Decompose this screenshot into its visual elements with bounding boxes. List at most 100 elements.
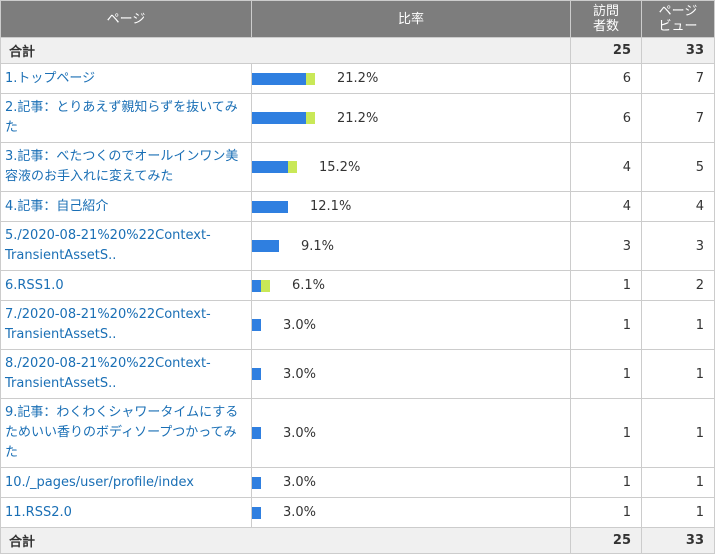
ratio-cell: 3.0% bbox=[251, 300, 571, 350]
total-views: 33 bbox=[641, 37, 715, 64]
total-row-top: 合計 25 33 bbox=[0, 37, 715, 64]
table-row: 8./2020-08-21%20%22Context-TransientAsse… bbox=[0, 349, 715, 399]
ratio-bar-views bbox=[288, 161, 297, 173]
page-cell: 9.記事：わくわくシャワータイムにするためいい香りのボディソープつかってみた bbox=[0, 398, 252, 468]
ratio-percent: 15.2% bbox=[319, 159, 361, 175]
header-ratio-label: 比率 bbox=[397, 11, 424, 27]
ratio-cell: 3.0% bbox=[251, 497, 571, 528]
views-cell: 7 bbox=[641, 63, 715, 94]
page-link[interactable]: 7./2020-08-21%20%22Context-TransientAsse… bbox=[5, 307, 211, 342]
visits-cell: 4 bbox=[570, 142, 642, 192]
page-cell: 4.記事：自己紹介 bbox=[0, 191, 252, 222]
visits-cell: 4 bbox=[570, 191, 642, 222]
total-label: 合計 bbox=[0, 527, 571, 554]
ratio-bar bbox=[252, 240, 279, 252]
views-cell: 1 bbox=[641, 497, 715, 528]
total-label: 合計 bbox=[0, 37, 571, 64]
ratio-bar bbox=[252, 112, 315, 124]
page-link[interactable]: 4.記事：自己紹介 bbox=[5, 198, 109, 214]
page-link[interactable]: 8./2020-08-21%20%22Context-TransientAsse… bbox=[5, 356, 211, 391]
ratio-percent: 3.0% bbox=[283, 317, 317, 333]
visits-cell: 1 bbox=[570, 349, 642, 399]
page-cell: 11.RSS2.0 bbox=[0, 497, 252, 528]
ratio-bar-visits bbox=[252, 476, 261, 489]
ratio-bar bbox=[252, 72, 315, 85]
ratio-bar bbox=[252, 427, 261, 439]
ratio-bar-visits bbox=[252, 72, 306, 85]
page-link[interactable]: 10./_pages/user/profile/index bbox=[5, 474, 194, 490]
page-cell: 8./2020-08-21%20%22Context-TransientAsse… bbox=[0, 349, 252, 399]
views-cell: 3 bbox=[641, 221, 715, 271]
visits-cell: 6 bbox=[570, 93, 642, 143]
page-link[interactable]: 11.RSS2.0 bbox=[5, 504, 72, 520]
ratio-percent: 6.1% bbox=[292, 278, 326, 293]
views-cell: 1 bbox=[641, 467, 715, 498]
header-visits[interactable]: 訪問 者数 bbox=[570, 0, 642, 38]
visits-cell: 6 bbox=[570, 63, 642, 94]
visits-cell: 1 bbox=[570, 398, 642, 468]
ratio-cell: 6.1% bbox=[251, 270, 571, 301]
visits-cell: 1 bbox=[570, 270, 642, 301]
ratio-percent: 3.0% bbox=[283, 366, 317, 382]
page-link[interactable]: 1.トップページ bbox=[5, 70, 96, 86]
page-cell: 10./_pages/user/profile/index bbox=[0, 467, 252, 498]
visits-cell: 1 bbox=[570, 497, 642, 528]
total-visits: 25 bbox=[570, 37, 642, 64]
ratio-cell: 3.0% bbox=[251, 349, 571, 399]
ratio-percent: 3.0% bbox=[283, 505, 317, 520]
page-cell: 6.RSS1.0 bbox=[0, 270, 252, 301]
views-cell: 7 bbox=[641, 93, 715, 143]
page-cell: 1.トップページ bbox=[0, 63, 252, 94]
page-link[interactable]: 3.記事：べたつくのでオールインワン美容液のお手入れに変えてみた bbox=[5, 149, 239, 184]
page-cell: 5./2020-08-21%20%22Context-TransientAsse… bbox=[0, 221, 252, 271]
header-page[interactable]: ページ bbox=[0, 0, 252, 38]
ratio-bar-visits bbox=[252, 368, 261, 380]
header-page-label: ページ bbox=[106, 11, 146, 27]
ratio-bar-visits bbox=[252, 427, 261, 439]
header-ratio[interactable]: 比率 bbox=[251, 0, 571, 38]
header-views-label-2: ビュー bbox=[658, 19, 698, 34]
ratio-bar bbox=[252, 476, 261, 489]
views-cell: 1 bbox=[641, 398, 715, 468]
page-link[interactable]: 9.記事：わくわくシャワータイムにするためいい香りのボディソープつかってみた bbox=[5, 405, 239, 460]
ratio-bar bbox=[252, 161, 297, 173]
ratio-percent: 9.1% bbox=[301, 238, 335, 254]
ratio-bar-views bbox=[306, 72, 315, 85]
page-cell: 3.記事：べたつくのでオールインワン美容液のお手入れに変えてみた bbox=[0, 142, 252, 192]
ratio-bar-visits bbox=[252, 319, 261, 331]
table-row: 11.RSS2.0 3.0% 1 1 bbox=[0, 497, 715, 528]
page-link[interactable]: 5./2020-08-21%20%22Context-TransientAsse… bbox=[5, 228, 211, 263]
page-cell: 2.記事：とりあえず親知らずを抜いてみた bbox=[0, 93, 252, 143]
ratio-percent: 21.2% bbox=[337, 71, 379, 86]
ratio-percent: 3.0% bbox=[283, 425, 317, 441]
table-row: 4.記事：自己紹介 12.1% 4 4 bbox=[0, 191, 715, 222]
page-link[interactable]: 2.記事：とりあえず親知らずを抜いてみた bbox=[5, 100, 238, 135]
table-row: 2.記事：とりあえず親知らずを抜いてみた 21.2% 6 7 bbox=[0, 93, 715, 143]
ratio-bar-visits bbox=[252, 506, 261, 519]
ratio-bar-visits bbox=[252, 240, 279, 252]
ratio-percent: 3.0% bbox=[283, 475, 317, 490]
ratio-percent: 12.1% bbox=[310, 199, 352, 214]
ratio-bar-visits bbox=[252, 112, 306, 124]
page-cell: 7./2020-08-21%20%22Context-TransientAsse… bbox=[0, 300, 252, 350]
table-row: 10./_pages/user/profile/index 3.0% 1 1 bbox=[0, 467, 715, 498]
header-visits-label-1: 訪問 bbox=[592, 4, 619, 19]
ratio-cell: 3.0% bbox=[251, 398, 571, 468]
ratio-bar-visits bbox=[252, 161, 288, 173]
ratio-cell: 3.0% bbox=[251, 467, 571, 498]
header-views-label-1: ページ bbox=[658, 4, 698, 19]
page-link[interactable]: 6.RSS1.0 bbox=[5, 277, 64, 293]
ratio-bar-views bbox=[261, 279, 270, 292]
ratio-bar bbox=[252, 319, 261, 331]
total-views: 33 bbox=[641, 527, 715, 554]
header-views[interactable]: ページ ビュー bbox=[641, 0, 715, 38]
total-row-bottom: 合計 25 33 bbox=[0, 527, 715, 554]
ratio-cell: 12.1% bbox=[251, 191, 571, 222]
views-cell: 5 bbox=[641, 142, 715, 192]
ratio-bar bbox=[252, 200, 288, 213]
table-row: 3.記事：べたつくのでオールインワン美容液のお手入れに変えてみた 15.2% 4 5 bbox=[0, 142, 715, 192]
table-row: 1.トップページ 21.2% 6 7 bbox=[0, 63, 715, 94]
views-cell: 4 bbox=[641, 191, 715, 222]
ratio-cell: 21.2% bbox=[251, 93, 571, 143]
